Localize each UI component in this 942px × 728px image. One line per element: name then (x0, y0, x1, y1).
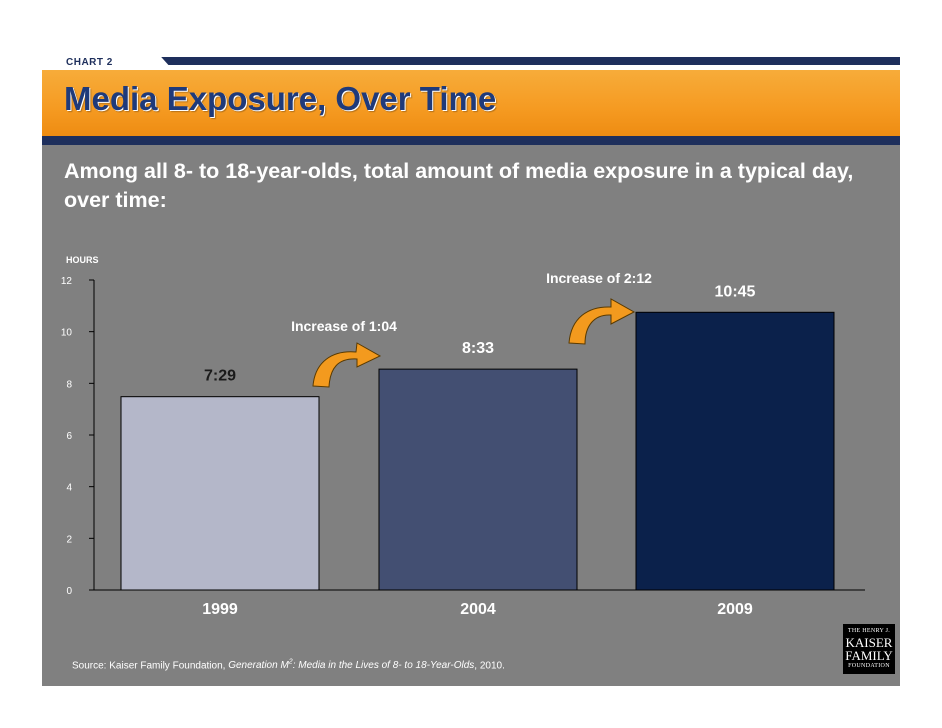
kff-logo: THE HENRY J. KAISER FAMILY FOUNDATION (843, 624, 895, 674)
y-tick-label: 8 (66, 379, 72, 390)
data-label-2009: 10:45 (715, 283, 756, 300)
source-title: Generation M (228, 660, 289, 672)
y-tick-label: 4 (66, 483, 72, 494)
y-tick-label: 12 (61, 276, 73, 287)
title-underline-stripe (42, 136, 900, 145)
y-tick-label: 10 (61, 328, 73, 339)
header-navy-stripe (42, 57, 900, 65)
y-axis-title: HOURS (66, 255, 99, 265)
bar-2004 (378, 368, 578, 591)
source-prefix: Source: Kaiser Family Foundation, (72, 660, 229, 672)
source-note: Source: Kaiser Family Foundation, Genera… (72, 659, 505, 671)
data-label-1999: 7:29 (204, 368, 236, 385)
y-tick-label: 0 (66, 586, 72, 597)
increase-arrow-icon-1 (312, 342, 382, 388)
source-title-rest: : Media in the Lives of 8- to 18-Year-Ol… (292, 660, 475, 672)
source-suffix: , 2010. (474, 660, 505, 672)
page-title: Media Exposure, Over Time (64, 80, 497, 117)
increase-arrow-icon-2 (568, 298, 636, 345)
logo-line-1: THE HENRY J. (847, 628, 891, 634)
bar-1999 (120, 396, 320, 591)
data-label-2004: 8:33 (462, 340, 494, 357)
x-tick-label-2009: 2009 (717, 601, 753, 618)
y-tick-label: 6 (66, 431, 72, 442)
title-band (42, 70, 900, 136)
x-tick-label-1999: 1999 (202, 601, 238, 618)
chart-tag-tab (42, 49, 172, 69)
x-tick-label-2004: 2004 (460, 601, 496, 618)
logo-line-2: KAISER (845, 635, 893, 650)
logo-line-3: FAMILY (845, 648, 893, 663)
increase-annotation-2: Increase of 2:12 (546, 270, 652, 286)
increase-annotation-1: Increase of 1:04 (291, 318, 397, 334)
chart-tag: CHART 2 (66, 57, 113, 68)
logo-line-4: FOUNDATION (848, 663, 890, 669)
chart-subtitle: Among all 8- to 18-year-olds, total amou… (64, 159, 854, 212)
bar-2009 (635, 311, 835, 591)
y-tick-label: 2 (66, 534, 72, 545)
source-superscript: 2 (288, 659, 293, 666)
